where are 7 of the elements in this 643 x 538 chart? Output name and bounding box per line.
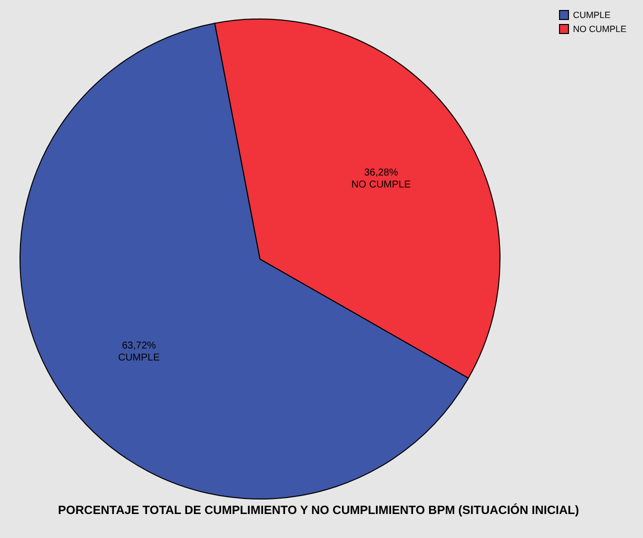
text: PORCENTAJE TOTAL DE CUMPLIMIENTO Y NO CUMPLIMIENTO BPM (SITUACIÓN INICIAL) — [58, 503, 579, 517]
legend-label: CUMPLE — [573, 10, 611, 20]
slice-label: CUMPLE — [118, 352, 160, 364]
data-label: 36,28% — [364, 167, 398, 178]
slice-label: NO CUMPLE — [351, 179, 412, 190]
data-label: 63,72% — [122, 340, 156, 352]
legend-label: NO CUMPLE — [573, 24, 627, 34]
